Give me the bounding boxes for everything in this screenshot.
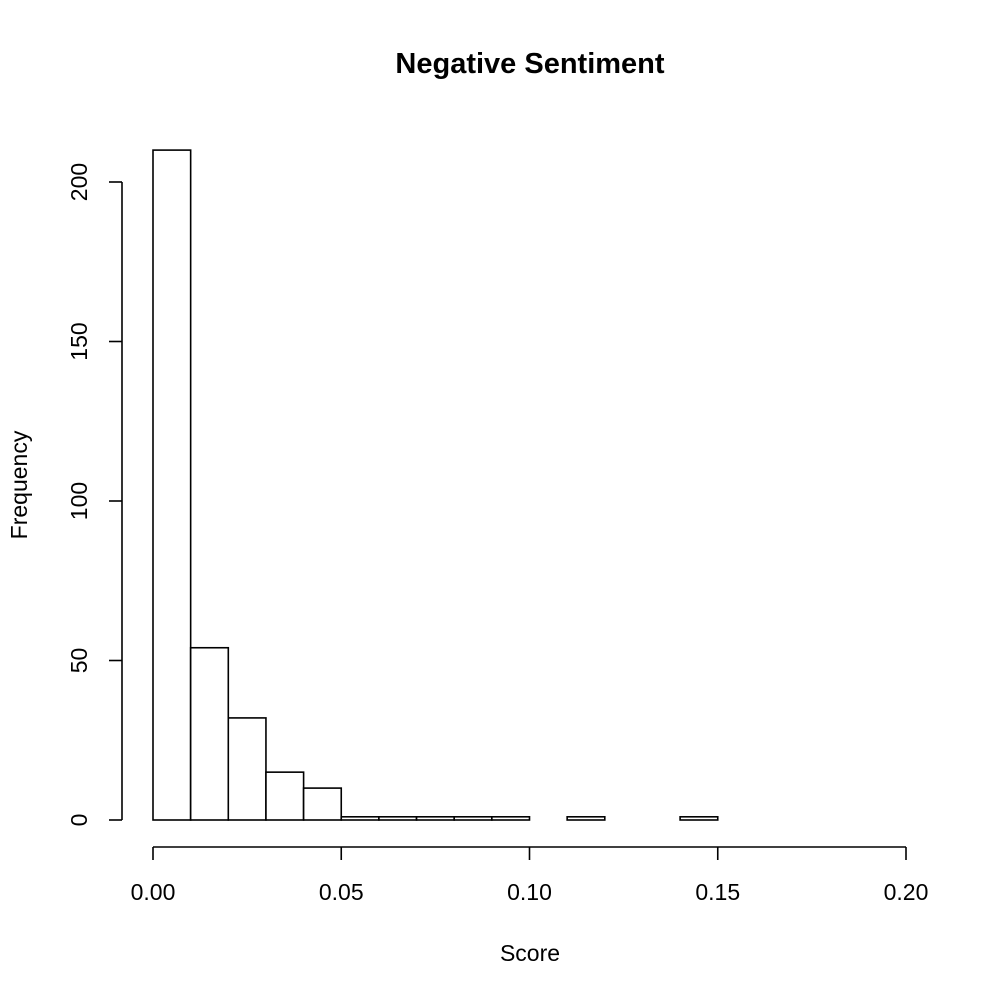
y-axis: 0 50 100 150 200 — [66, 163, 123, 827]
x-tick-label: 0.20 — [884, 879, 929, 905]
histogram-bar — [491, 816, 531, 821]
x-axis-label: Score — [500, 940, 560, 966]
histogram-bar — [265, 771, 305, 821]
x-tick-label: 0.10 — [507, 879, 552, 905]
y-tick-label: 50 — [66, 648, 92, 674]
histogram-bar — [378, 816, 418, 821]
x-tick-label: 0.15 — [695, 879, 740, 905]
x-axis: 0.00 0.05 0.10 0.15 0.20 — [131, 846, 929, 905]
x-tick-label: 0.05 — [319, 879, 364, 905]
histogram-bar — [453, 816, 493, 821]
histogram-bar — [415, 816, 455, 821]
histogram-bar — [340, 816, 380, 821]
histogram-bar — [152, 149, 192, 821]
x-tick-label: 0.00 — [131, 879, 176, 905]
y-tick-label: 150 — [66, 322, 92, 360]
histogram-bar — [302, 787, 343, 821]
histogram-bar — [566, 816, 606, 821]
y-axis-label: Frequency — [6, 430, 32, 539]
y-tick-label: 200 — [66, 163, 92, 201]
chart-title: Negative Sentiment — [395, 48, 664, 80]
bars-group — [152, 149, 719, 821]
y-tick-label: 0 — [66, 814, 92, 827]
y-tick-label: 100 — [66, 482, 92, 520]
histogram-bar — [189, 646, 230, 821]
histogram-bar — [227, 717, 267, 821]
histogram-bar — [679, 816, 719, 821]
